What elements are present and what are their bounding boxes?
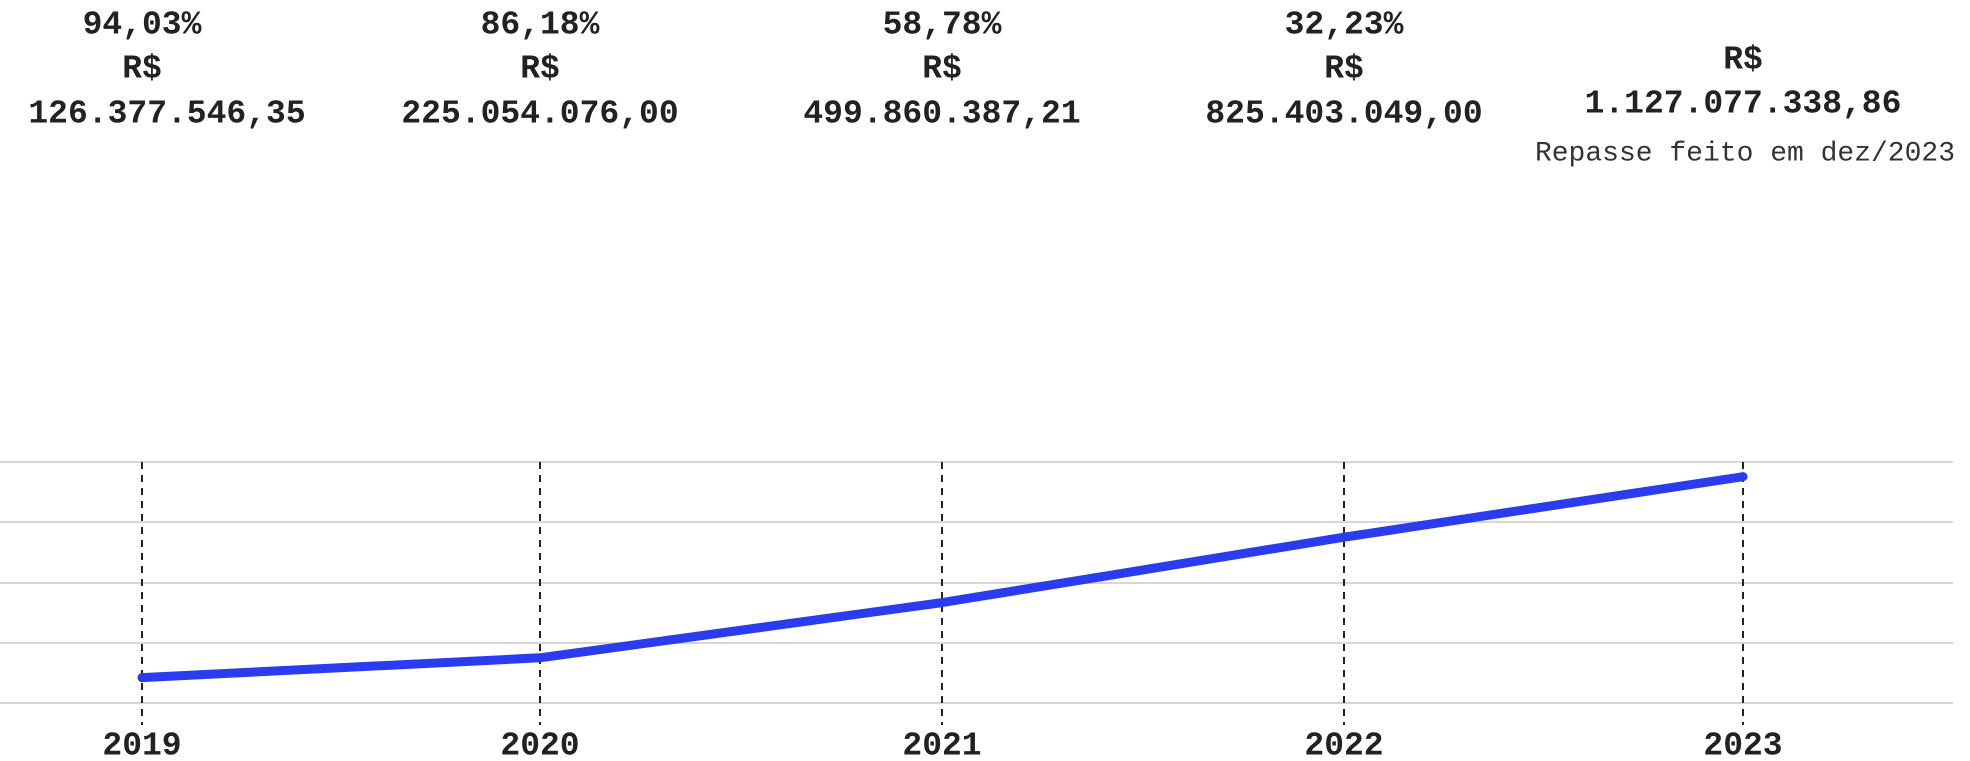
value-label: 825.403.049,00 [1205,96,1482,133]
x-tick-label: 2022 [1304,728,1383,761]
chart: Repasse feito em dez/2023 2019 94,03% R$ 12… [0,0,1970,761]
currency-label: R$ [922,51,962,88]
note: Repasse feito em dez/2023 [1535,138,1955,169]
percent-label: 32,23% [1285,7,1404,44]
value-label: 499.860.387,21 [803,96,1080,133]
x-tick-label: 2020 [500,728,579,761]
currency-label: R$ [1324,51,1364,88]
x-tick-label: 2021 [902,728,981,761]
page: Repasse feito em dez/2023 2019 94,03% R$ 12… [0,0,1970,761]
value-label: 1.127.077.338,86 [1585,86,1902,123]
percent-label: 58,78% [883,7,1002,44]
currency-label: R$ [1723,42,1763,79]
value-label: 225.054.076,00 [401,96,678,133]
currency-label: R$ [520,51,560,88]
percent-label: 86,18% [481,7,600,44]
x-tick-label: 2019 [102,728,181,761]
x-tick-label: 2023 [1703,728,1782,761]
value-label: 126.377.546,35 [28,96,305,133]
percent-label: 94,03% [83,7,202,44]
currency-label: R$ [122,51,162,88]
